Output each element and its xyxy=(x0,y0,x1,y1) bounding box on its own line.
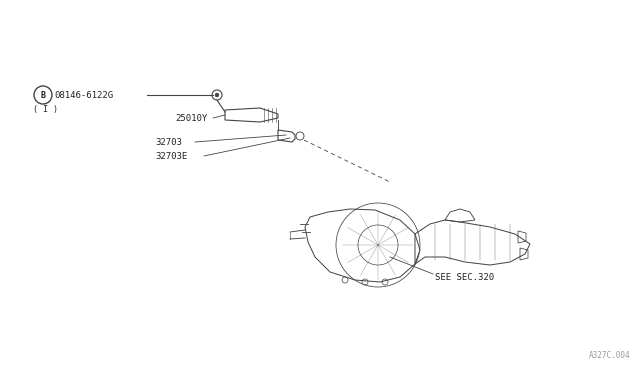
Text: SEE SEC.320: SEE SEC.320 xyxy=(435,273,494,282)
Text: 08146-6122G: 08146-6122G xyxy=(54,90,113,99)
Text: B: B xyxy=(40,90,45,99)
Text: 32703: 32703 xyxy=(155,138,182,147)
Text: A327C.004: A327C.004 xyxy=(588,351,630,360)
Text: 32703E: 32703E xyxy=(155,151,188,160)
Text: ( I ): ( I ) xyxy=(33,105,58,113)
Circle shape xyxy=(215,93,219,97)
Text: 25010Y: 25010Y xyxy=(175,113,207,122)
